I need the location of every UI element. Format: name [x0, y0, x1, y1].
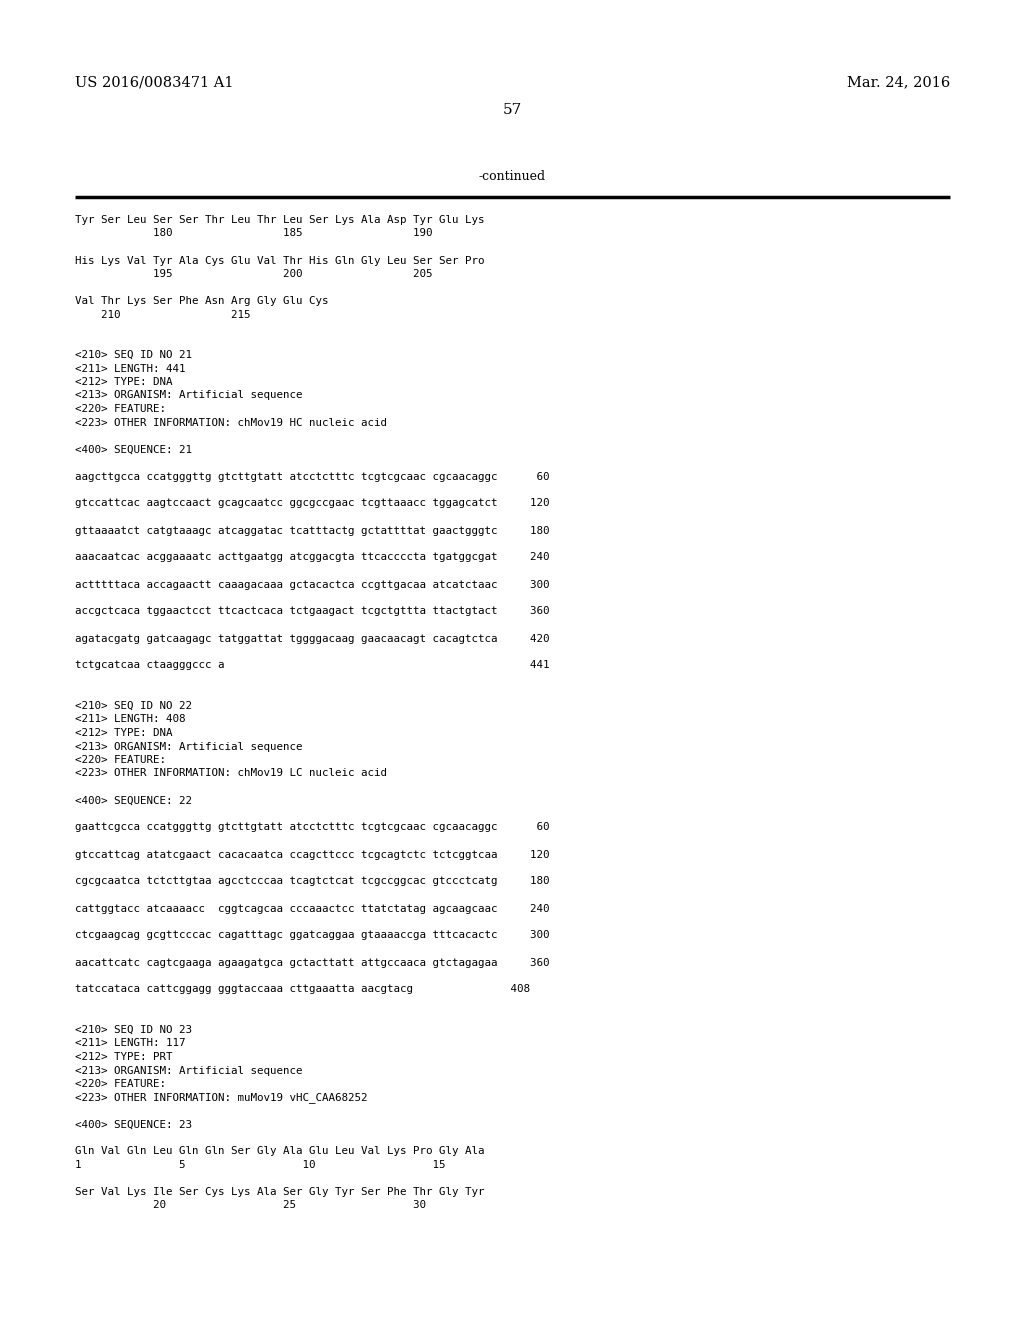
Text: tatccataca cattcggagg gggtaccaaa cttgaaatta aacgtacg               408: tatccataca cattcggagg gggtaccaaa cttgaaa…: [75, 985, 530, 994]
Text: Gln Val Gln Leu Gln Gln Ser Gly Ala Glu Leu Val Lys Pro Gly Ala: Gln Val Gln Leu Gln Gln Ser Gly Ala Glu …: [75, 1147, 484, 1156]
Text: US 2016/0083471 A1: US 2016/0083471 A1: [75, 75, 233, 88]
Text: <220> FEATURE:: <220> FEATURE:: [75, 755, 166, 766]
Text: ctcgaagcag gcgttcccac cagatttagc ggatcaggaa gtaaaaccga tttcacactc     300: ctcgaagcag gcgttcccac cagatttagc ggatcag…: [75, 931, 550, 940]
Text: Ser Val Lys Ile Ser Cys Lys Ala Ser Gly Tyr Ser Phe Thr Gly Tyr: Ser Val Lys Ile Ser Cys Lys Ala Ser Gly …: [75, 1187, 484, 1197]
Text: tctgcatcaa ctaagggccc a                                               441: tctgcatcaa ctaagggccc a 441: [75, 660, 550, 671]
Text: gtccattcac aagtccaact gcagcaatcc ggcgccgaac tcgttaaacc tggagcatct     120: gtccattcac aagtccaact gcagcaatcc ggcgccg…: [75, 499, 550, 508]
Text: Mar. 24, 2016: Mar. 24, 2016: [847, 75, 950, 88]
Text: <223> OTHER INFORMATION: muMov19 vHC_CAA68252: <223> OTHER INFORMATION: muMov19 vHC_CAA…: [75, 1093, 368, 1104]
Text: aacattcatc cagtcgaaga agaagatgca gctacttatt attgccaaca gtctagagaa     360: aacattcatc cagtcgaaga agaagatgca gctactt…: [75, 957, 550, 968]
Text: <211> LENGTH: 441: <211> LENGTH: 441: [75, 363, 185, 374]
Text: <223> OTHER INFORMATION: chMov19 LC nucleic acid: <223> OTHER INFORMATION: chMov19 LC nucl…: [75, 768, 387, 779]
Text: gtccattcag atatcgaact cacacaatca ccagcttccc tcgcagtctc tctcggtcaa     120: gtccattcag atatcgaact cacacaatca ccagctt…: [75, 850, 550, 859]
Text: Tyr Ser Leu Ser Ser Thr Leu Thr Leu Ser Lys Ala Asp Tyr Glu Lys: Tyr Ser Leu Ser Ser Thr Leu Thr Leu Ser …: [75, 215, 484, 224]
Text: <400> SEQUENCE: 23: <400> SEQUENCE: 23: [75, 1119, 193, 1130]
Text: <223> OTHER INFORMATION: chMov19 HC nucleic acid: <223> OTHER INFORMATION: chMov19 HC nucl…: [75, 417, 387, 428]
Text: <220> FEATURE:: <220> FEATURE:: [75, 404, 166, 414]
Text: <212> TYPE: DNA: <212> TYPE: DNA: [75, 729, 172, 738]
Text: gttaaaatct catgtaaagc atcaggatac tcatttactg gctattttat gaactgggtc     180: gttaaaatct catgtaaagc atcaggatac tcattta…: [75, 525, 550, 536]
Text: <212> TYPE: PRT: <212> TYPE: PRT: [75, 1052, 172, 1063]
Text: accgctcaca tggaactcct ttcactcaca tctgaagact tcgctgttta ttactgtact     360: accgctcaca tggaactcct ttcactcaca tctgaag…: [75, 606, 550, 616]
Text: actttttaca accagaactt caaagacaaa gctacactca ccgttgacaa atcatctaac     300: actttttaca accagaactt caaagacaaa gctacac…: [75, 579, 550, 590]
Text: <400> SEQUENCE: 21: <400> SEQUENCE: 21: [75, 445, 193, 454]
Text: <213> ORGANISM: Artificial sequence: <213> ORGANISM: Artificial sequence: [75, 1065, 302, 1076]
Text: cgcgcaatca tctcttgtaa agcctcccaa tcagtctcat tcgccggcac gtccctcatg     180: cgcgcaatca tctcttgtaa agcctcccaa tcagtct…: [75, 876, 550, 887]
Text: 195                 200                 205: 195 200 205: [75, 269, 432, 279]
Text: gaattcgcca ccatgggttg gtcttgtatt atcctctttc tcgtcgcaac cgcaacaggc      60: gaattcgcca ccatgggttg gtcttgtatt atcctct…: [75, 822, 550, 833]
Text: 57: 57: [503, 103, 521, 117]
Text: 180                 185                 190: 180 185 190: [75, 228, 432, 239]
Text: -continued: -continued: [478, 170, 546, 183]
Text: agatacgatg gatcaagagc tatggattat tggggacaag gaacaacagt cacagtctca     420: agatacgatg gatcaagagc tatggattat tggggac…: [75, 634, 550, 644]
Text: His Lys Val Tyr Ala Cys Glu Val Thr His Gln Gly Leu Ser Ser Pro: His Lys Val Tyr Ala Cys Glu Val Thr His …: [75, 256, 484, 265]
Text: 210                 215: 210 215: [75, 309, 251, 319]
Text: <220> FEATURE:: <220> FEATURE:: [75, 1078, 166, 1089]
Text: <213> ORGANISM: Artificial sequence: <213> ORGANISM: Artificial sequence: [75, 391, 302, 400]
Text: <213> ORGANISM: Artificial sequence: <213> ORGANISM: Artificial sequence: [75, 742, 302, 751]
Text: 1               5                  10                  15: 1 5 10 15: [75, 1160, 445, 1170]
Text: <211> LENGTH: 408: <211> LENGTH: 408: [75, 714, 185, 725]
Text: 20                  25                  30: 20 25 30: [75, 1200, 426, 1210]
Text: <212> TYPE: DNA: <212> TYPE: DNA: [75, 378, 172, 387]
Text: aaacaatcac acggaaaatc acttgaatgg atcggacgta ttcaccccta tgatggcgat     240: aaacaatcac acggaaaatc acttgaatgg atcggac…: [75, 553, 550, 562]
Text: <210> SEQ ID NO 23: <210> SEQ ID NO 23: [75, 1026, 193, 1035]
Text: Val Thr Lys Ser Phe Asn Arg Gly Glu Cys: Val Thr Lys Ser Phe Asn Arg Gly Glu Cys: [75, 296, 329, 306]
Text: <400> SEQUENCE: 22: <400> SEQUENCE: 22: [75, 796, 193, 805]
Text: <211> LENGTH: 117: <211> LENGTH: 117: [75, 1039, 185, 1048]
Text: cattggtacc atcaaaacc  cggtcagcaa cccaaactcc ttatctatag agcaagcaac     240: cattggtacc atcaaaacc cggtcagcaa cccaaact…: [75, 903, 550, 913]
Text: <210> SEQ ID NO 21: <210> SEQ ID NO 21: [75, 350, 193, 360]
Text: aagcttgcca ccatgggttg gtcttgtatt atcctctttc tcgtcgcaac cgcaacaggc      60: aagcttgcca ccatgggttg gtcttgtatt atcctct…: [75, 471, 550, 482]
Text: <210> SEQ ID NO 22: <210> SEQ ID NO 22: [75, 701, 193, 711]
